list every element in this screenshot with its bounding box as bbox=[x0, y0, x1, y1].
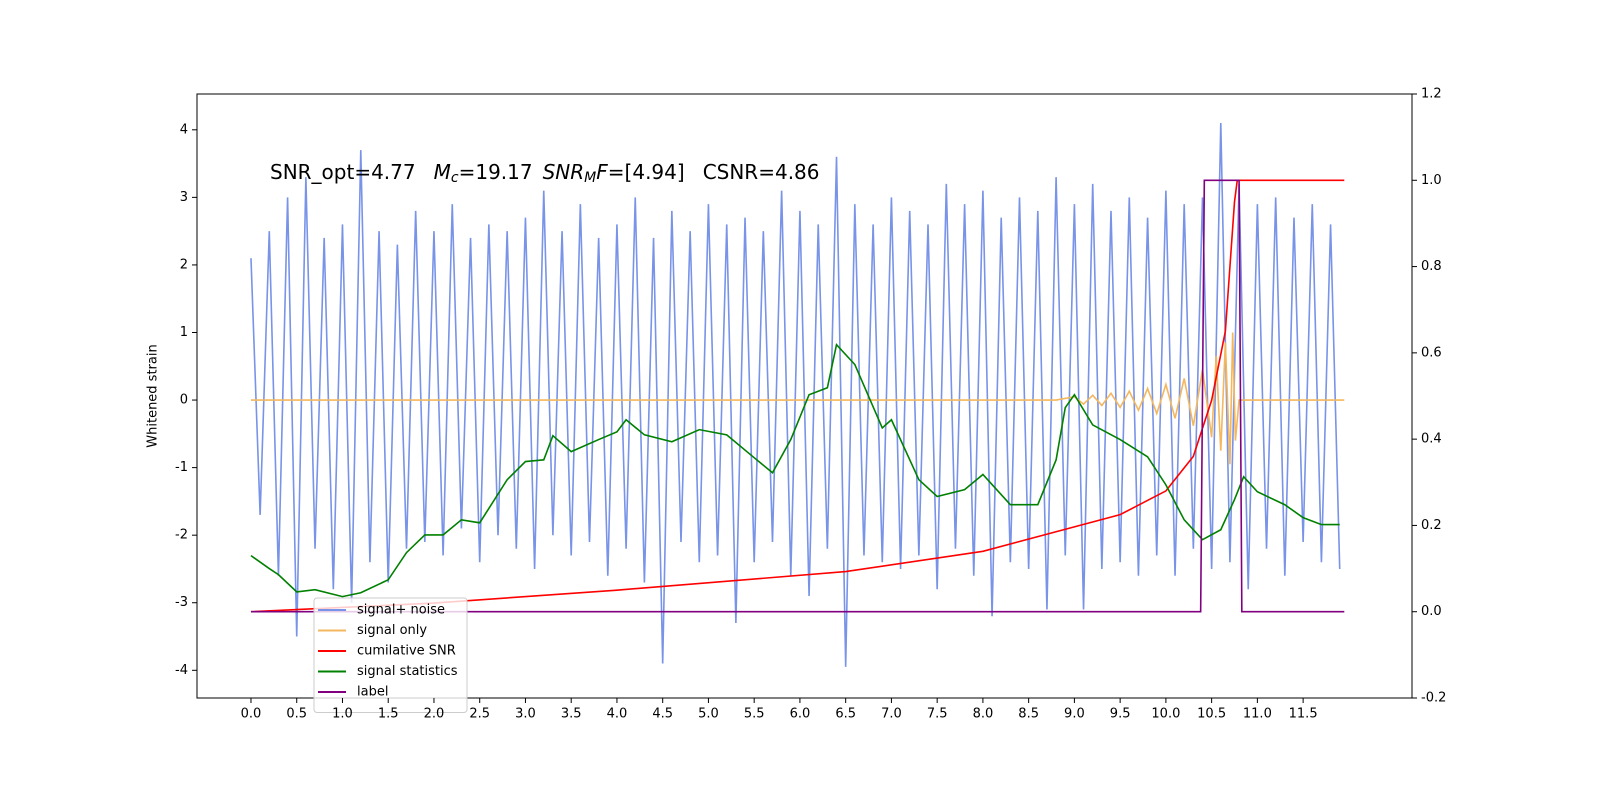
x-tick-label: 0.5 bbox=[286, 707, 307, 722]
x-tick-label: 4.0 bbox=[607, 707, 628, 722]
x-tick-label: 7.0 bbox=[881, 707, 902, 722]
series-line bbox=[250, 179, 1345, 613]
x-tick-label: 1.5 bbox=[378, 707, 399, 722]
x-tick-label: 11.5 bbox=[1289, 707, 1318, 722]
legend-label: signal only bbox=[357, 623, 427, 638]
x-tick-label: 4.5 bbox=[652, 707, 673, 722]
series-line bbox=[250, 332, 1345, 465]
x-tick-label: 9.0 bbox=[1064, 707, 1085, 722]
legend-label: signal statistics bbox=[357, 664, 458, 679]
y-tick-label: -1 bbox=[175, 460, 188, 475]
annotation-part: F bbox=[596, 160, 608, 184]
x-tick-label: 10.5 bbox=[1197, 707, 1226, 722]
annotation-part: SNR_opt=4.77 bbox=[270, 160, 416, 184]
annotation-part: =[4.94] bbox=[608, 160, 685, 184]
annotation-part: M bbox=[584, 170, 596, 186]
legend-label: cumilative SNR bbox=[357, 644, 456, 659]
legend: signal+ noise signal only cumilative SNR si… bbox=[313, 597, 468, 713]
x-tick-label: 2.5 bbox=[469, 707, 490, 722]
x-tick-label: 6.0 bbox=[790, 707, 811, 722]
annotation-part: c bbox=[451, 170, 459, 186]
y-tick-label: -4 bbox=[175, 663, 188, 678]
y2-tick-label: -0.2 bbox=[1421, 691, 1446, 706]
y2-tick-label: 0.8 bbox=[1421, 259, 1442, 274]
legend-box bbox=[313, 597, 468, 713]
y-tick-label: 2 bbox=[180, 257, 188, 272]
y-tick-label: -2 bbox=[175, 528, 188, 543]
y2-tick-label: 0.2 bbox=[1421, 518, 1442, 533]
annotation-part: M bbox=[434, 160, 451, 184]
y-tick-label: 4 bbox=[180, 122, 188, 137]
annotation-part: CSNR=4.86 bbox=[703, 160, 820, 184]
plot-area bbox=[250, 123, 1345, 667]
axes-frame bbox=[196, 93, 1413, 699]
legend-label: label bbox=[357, 685, 388, 700]
y-tick-label: 1 bbox=[180, 325, 188, 340]
x-tick-label: 5.5 bbox=[744, 707, 765, 722]
y2-tick-label: 0.0 bbox=[1421, 604, 1442, 619]
x-tick-label: 3.0 bbox=[515, 707, 536, 722]
y-tick-label: 3 bbox=[180, 190, 188, 205]
x-tick-label: 5.0 bbox=[698, 707, 719, 722]
x-tick-label: 10.0 bbox=[1151, 707, 1180, 722]
annotation-part: =19.17 bbox=[459, 160, 533, 184]
x-tick-label: 2.0 bbox=[424, 707, 445, 722]
y2-tick-label: 0.4 bbox=[1421, 432, 1442, 447]
x-tick-label: 9.5 bbox=[1110, 707, 1131, 722]
x-tick-label: 11.0 bbox=[1243, 707, 1272, 722]
y-tick-label: 0 bbox=[180, 393, 188, 408]
x-tick-label: 1.0 bbox=[332, 707, 353, 722]
x-tick-label: 8.5 bbox=[1018, 707, 1039, 722]
x-tick-label: 0.0 bbox=[241, 707, 262, 722]
series-line bbox=[250, 342, 1340, 598]
series-line bbox=[250, 179, 1345, 613]
y2-tick-label: 1.2 bbox=[1421, 87, 1442, 102]
y2-tick-label: 0.6 bbox=[1421, 345, 1442, 360]
x-tick-label: 7.5 bbox=[927, 707, 948, 722]
y2-tick-label: 1.0 bbox=[1421, 173, 1442, 188]
y-axis-label: Whitened strain bbox=[146, 344, 161, 447]
x-tick-label: 3.5 bbox=[561, 707, 582, 722]
legend-label: signal+ noise bbox=[357, 603, 445, 618]
annotation-part: SNR bbox=[543, 160, 585, 184]
x-tick-label: 8.0 bbox=[973, 707, 994, 722]
annotation: SNR_opt=4.77 Mc=19.17 SNRMF=[4.94] CSNR=4.8… bbox=[270, 160, 820, 187]
x-tick-label: 6.5 bbox=[835, 707, 856, 722]
y-tick-label: -3 bbox=[175, 595, 188, 610]
